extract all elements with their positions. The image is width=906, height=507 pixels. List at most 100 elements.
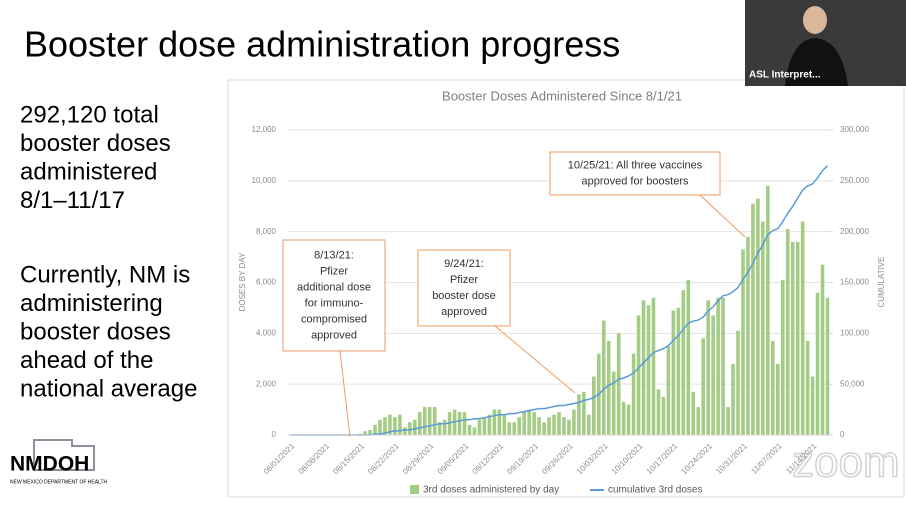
legend-label: 3rd doses administered by day (423, 485, 559, 496)
cumulative-line (290, 165, 829, 436)
y2-tick-label: 100,000 (840, 328, 869, 337)
annotation-text: compromised (301, 313, 367, 325)
logo-subtitle: NEW MEXICO DEPARTMENT OF HEALTH (10, 479, 108, 485)
bar (462, 412, 467, 435)
annotation-text: 10/25/21: All three vaccines (568, 159, 703, 171)
y2-tick-label: 150,000 (840, 278, 869, 287)
bar (577, 394, 581, 435)
annotation-text: booster dose (432, 290, 496, 302)
bar (746, 236, 750, 435)
bar (656, 389, 661, 435)
bar (373, 424, 377, 435)
bar (631, 353, 636, 435)
summary-line: booster doses (20, 130, 171, 157)
bar (383, 417, 387, 435)
bar (487, 414, 492, 435)
legend-label: cumulative 3rd doses (608, 485, 703, 496)
bar (606, 340, 611, 435)
y-tick-label: 12,000 (252, 125, 277, 134)
bar (761, 221, 765, 435)
bar (790, 241, 795, 435)
legend-swatch (410, 485, 419, 494)
bar (467, 424, 472, 435)
bar (756, 198, 760, 435)
bar (403, 427, 407, 435)
bar (497, 409, 502, 435)
note-line: administering (20, 290, 163, 317)
y-tick-label: 8,000 (256, 227, 277, 236)
y-tick-label: 10,000 (252, 176, 277, 185)
summary-line: 292,120 total (20, 101, 159, 128)
y-tick-label: 4,000 (256, 328, 277, 337)
bar (771, 340, 775, 435)
annotation-text: approved for boosters (581, 175, 689, 187)
bar (378, 419, 382, 435)
bar (731, 363, 735, 435)
bar (547, 417, 551, 435)
bar (408, 422, 412, 435)
bar (368, 429, 372, 435)
bar (457, 412, 462, 435)
zoom-watermark: zoom (792, 438, 900, 487)
bar (557, 412, 561, 435)
y2-tick-label: 0 (840, 430, 845, 439)
bar (741, 249, 745, 435)
note-line: national average (20, 375, 197, 402)
bar (646, 305, 651, 435)
bar (587, 414, 591, 435)
bar (442, 419, 447, 435)
bar (716, 297, 720, 435)
bar (601, 320, 606, 435)
y-tick-label: 6,000 (256, 278, 277, 287)
bar (775, 363, 780, 435)
bar (736, 330, 740, 435)
y2-tick-label: 200,000 (840, 227, 869, 236)
annotation-box (417, 249, 511, 327)
bar (795, 241, 800, 435)
annotation-arrow (494, 325, 576, 394)
bar (820, 264, 825, 435)
bar (437, 422, 442, 435)
annotation-arrow (699, 194, 746, 238)
bar (427, 407, 432, 435)
bar (417, 412, 422, 435)
bar (363, 431, 367, 435)
bar (422, 407, 427, 435)
bar (681, 290, 686, 435)
bar (701, 338, 705, 435)
bar (611, 371, 616, 435)
bar (641, 300, 646, 435)
bar (785, 229, 790, 435)
bar (666, 346, 671, 435)
bar (552, 414, 556, 435)
bar (527, 409, 531, 435)
bar (567, 419, 571, 435)
note-line: Currently, NM is (20, 261, 190, 288)
logo-outline (33, 439, 95, 471)
bar (706, 300, 710, 435)
bar (671, 310, 676, 435)
bar (413, 419, 417, 435)
bar (815, 292, 820, 435)
bar (721, 297, 725, 435)
chart-title: Booster Doses Administered Since 8/1/21 (442, 88, 682, 103)
annotation-text: approved (311, 329, 357, 341)
bar (572, 409, 576, 435)
bar (432, 407, 437, 435)
bar (626, 404, 631, 435)
annotation-text: for immuno- (305, 297, 364, 309)
bar (686, 279, 691, 435)
y2-tick-label: 250,000 (840, 176, 869, 185)
annotation-text: Pfizer (450, 274, 478, 286)
bar (711, 315, 715, 435)
bar (522, 412, 526, 435)
bar (562, 417, 566, 435)
bar (676, 307, 681, 435)
bar (726, 407, 730, 435)
note-line: booster doses (20, 318, 171, 345)
bar (621, 401, 626, 435)
bar (661, 396, 666, 435)
summary-line: administered (20, 158, 157, 185)
annotation-arrow (339, 350, 351, 438)
